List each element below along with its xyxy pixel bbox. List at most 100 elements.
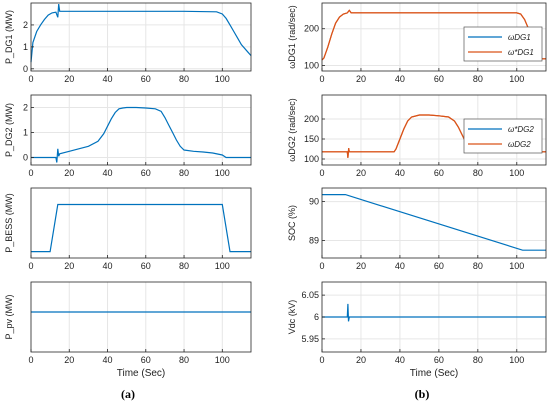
x-tick-label: 40 bbox=[103, 261, 113, 271]
x-tick-label: 60 bbox=[434, 168, 444, 178]
series-line-p_dg1-0 bbox=[30, 4, 252, 63]
y-axis-label: P_BESS (MW) bbox=[4, 193, 14, 253]
x-tick-label: 60 bbox=[141, 261, 151, 271]
x-tick-label: 100 bbox=[215, 74, 230, 84]
x-tick-label: 20 bbox=[64, 74, 74, 84]
y-tick-label: 6 bbox=[314, 312, 319, 322]
x-tick-label: 40 bbox=[395, 168, 405, 178]
y-axis-label: Vdc (kV) bbox=[287, 300, 297, 335]
x-tick-label: 100 bbox=[215, 168, 230, 178]
x-tick-label: 20 bbox=[356, 355, 366, 365]
x-tick-label: 40 bbox=[395, 74, 405, 84]
y-tick-label: 150 bbox=[304, 134, 319, 144]
y-tick-label: 0 bbox=[23, 153, 28, 163]
plot-area bbox=[31, 282, 251, 352]
x-tick-label: 60 bbox=[434, 74, 444, 84]
x-tick-label: 60 bbox=[434, 261, 444, 271]
x-tick-label: 0 bbox=[319, 168, 324, 178]
chart-panel-w_dg2: 0 20 40 60 80 100 100 150 200 ωDG2 (rad/sec) ω*DG2… bbox=[287, 94, 547, 178]
chart-panel-v_dc: 0 20 40 60 80 100 5.95 6 6.05 Vdc (kV) Time (Sec) bbox=[287, 281, 547, 379]
chart-panel-p_bess: 0 20 40 60 80 100 P_BESS (MW) bbox=[4, 187, 252, 271]
y-tick-label: 200 bbox=[304, 114, 319, 124]
y-tick-label: 89 bbox=[309, 236, 319, 246]
x-tick-label: 60 bbox=[434, 355, 444, 365]
x-tick-label: 20 bbox=[356, 168, 366, 178]
y-tick-label: 0 bbox=[23, 64, 28, 74]
legend-label: ω*DG1 bbox=[508, 48, 534, 57]
x-tick-label: 20 bbox=[356, 261, 366, 271]
x-tick-label: 80 bbox=[473, 355, 483, 365]
legend-label: ωDG2 bbox=[508, 140, 531, 149]
axes-box bbox=[30, 281, 252, 353]
x-tick-label: 80 bbox=[179, 168, 189, 178]
axes-box bbox=[30, 187, 252, 259]
y-axis-label: SOC (%) bbox=[287, 205, 297, 241]
caption-a: (a) bbox=[121, 387, 135, 401]
x-tick-label: 60 bbox=[141, 168, 151, 178]
axes-box bbox=[321, 187, 547, 259]
x-tick-label: 0 bbox=[319, 74, 324, 84]
y-tick-label: 6.05 bbox=[301, 290, 319, 300]
chart-panel-soc: 0 20 40 60 80 100 89 90 SOC (%) bbox=[287, 187, 547, 271]
chart-panel-p_dg2: 0 20 40 60 80 100 0 1 2 P_DG2 (MW) bbox=[4, 94, 252, 178]
axes-box bbox=[321, 2, 547, 72]
chart-panel-w_dg1: 0 20 40 60 80 100 100 200 ωDG1 (rad/sec) ωDG1 ω*DG… bbox=[287, 2, 547, 84]
series-line-v_dc-0 bbox=[322, 303, 546, 322]
series-line-p_bess-0 bbox=[31, 203, 251, 253]
y-axis-label: P_DG2 (MW) bbox=[4, 103, 14, 157]
x-tick-label: 20 bbox=[64, 355, 74, 365]
y-tick-label: 90 bbox=[309, 197, 319, 207]
x-tick-label: 80 bbox=[473, 261, 483, 271]
x-axis-label: Time (Sec) bbox=[117, 368, 166, 379]
x-axis-label: Time (Sec) bbox=[410, 368, 459, 379]
axes-box bbox=[30, 2, 252, 72]
plot-area bbox=[31, 3, 251, 71]
caption-b: (b) bbox=[415, 387, 430, 401]
x-tick-label: 80 bbox=[179, 355, 189, 365]
y-axis-label: ωDG1 (rad/sec) bbox=[287, 5, 297, 69]
x-tick-label: 100 bbox=[215, 261, 230, 271]
x-tick-label: 20 bbox=[64, 261, 74, 271]
legend-box bbox=[463, 118, 543, 154]
y-tick-label: 100 bbox=[304, 60, 319, 70]
series-line-p_dg2-0 bbox=[31, 106, 251, 163]
legend-box bbox=[463, 26, 543, 62]
x-tick-label: 100 bbox=[509, 355, 524, 365]
x-tick-label: 40 bbox=[103, 355, 113, 365]
x-tick-label: 0 bbox=[28, 355, 33, 365]
x-tick-label: 80 bbox=[179, 74, 189, 84]
y-axis-label: ωDG2 (rad/sec) bbox=[287, 98, 297, 162]
x-tick-label: 100 bbox=[509, 74, 524, 84]
chart-panel-p_pv: 0 20 40 60 80 100 P_pv (MW) Time (Sec) bbox=[4, 281, 252, 379]
legend-label: ωDG1 bbox=[508, 33, 531, 42]
x-tick-label: 80 bbox=[473, 168, 483, 178]
x-tick-label: 60 bbox=[141, 74, 151, 84]
y-axis-label: P_DG1 (MW) bbox=[4, 10, 14, 64]
axes-box bbox=[321, 94, 547, 166]
x-tick-label: 0 bbox=[319, 261, 324, 271]
x-tick-label: 40 bbox=[395, 355, 405, 365]
y-tick-label: 1 bbox=[23, 128, 28, 138]
chart-panel-p_dg1: 0 20 40 60 80 100 0 1 2 P_DG1 (MW) bbox=[4, 2, 252, 84]
x-tick-label: 40 bbox=[103, 74, 113, 84]
x-tick-label: 0 bbox=[28, 261, 33, 271]
legend-label: ω*DG2 bbox=[508, 125, 534, 134]
plot-area bbox=[31, 188, 251, 258]
y-tick-label: 2 bbox=[23, 20, 28, 30]
x-tick-label: 20 bbox=[64, 168, 74, 178]
series-line-soc-0 bbox=[322, 194, 546, 251]
x-tick-label: 0 bbox=[28, 168, 33, 178]
x-tick-label: 40 bbox=[103, 168, 113, 178]
x-tick-label: 60 bbox=[141, 355, 151, 365]
x-tick-label: 0 bbox=[28, 74, 33, 84]
x-tick-label: 0 bbox=[319, 355, 324, 365]
x-tick-label: 80 bbox=[179, 261, 189, 271]
y-tick-label: 100 bbox=[304, 154, 319, 164]
y-tick-label: 5.95 bbox=[301, 334, 319, 344]
x-tick-label: 80 bbox=[473, 74, 483, 84]
y-tick-label: 2 bbox=[23, 103, 28, 113]
x-tick-label: 100 bbox=[509, 168, 524, 178]
y-axis-label: P_pv (MW) bbox=[4, 294, 14, 339]
y-tick-label: 1 bbox=[23, 42, 28, 52]
x-tick-label: 20 bbox=[356, 74, 366, 84]
